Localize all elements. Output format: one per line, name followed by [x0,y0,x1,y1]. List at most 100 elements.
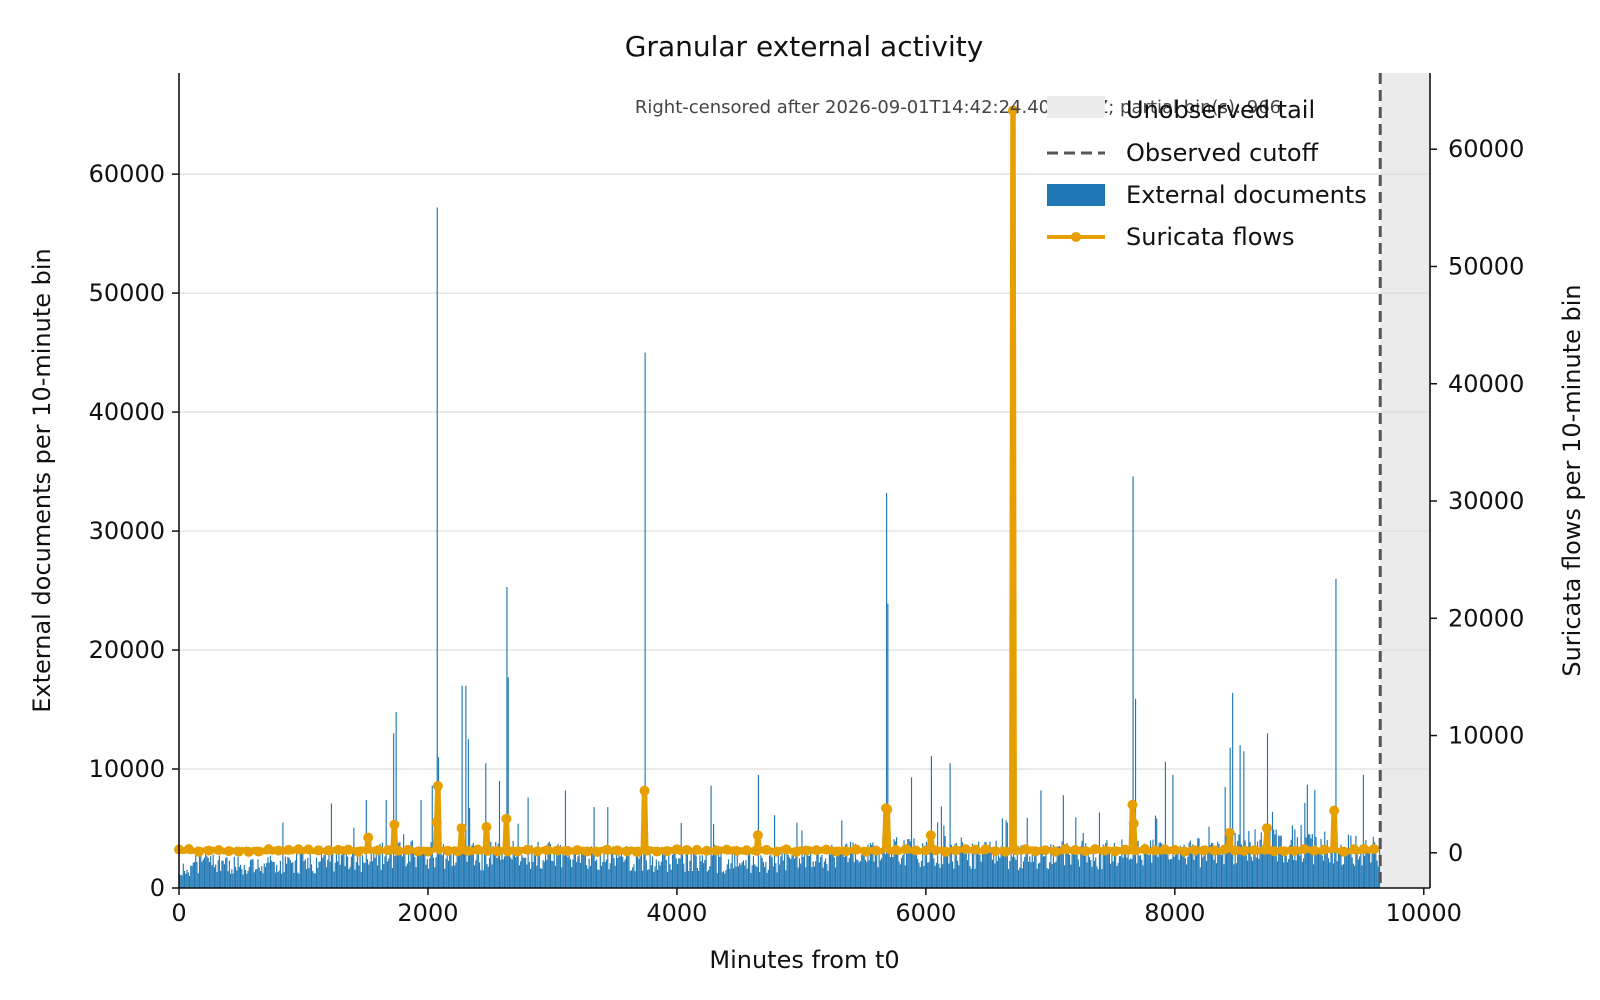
documents-bar [1004,852,1006,888]
documents-bar [899,864,901,888]
documents-bar [218,855,220,888]
documents-bar [1274,834,1276,888]
documents-bar [487,866,489,888]
documents-bar [230,873,232,888]
documents-bar [429,858,431,888]
documents-bar [1296,837,1298,888]
documents-bar [1157,857,1159,888]
documents-bar [291,862,293,888]
documents-bar [1070,864,1072,888]
flows-point [389,819,400,830]
documents-bar [949,763,951,888]
flows-point [313,845,324,856]
documents-bar [842,850,844,888]
documents-bar [299,853,301,888]
documents-bar [1163,852,1165,888]
documents-bar [1096,866,1098,888]
y-right-tick-label: 10000 [1448,722,1524,750]
flows-point [293,844,304,855]
documents-bar [1103,854,1106,888]
flows-point [930,845,941,856]
documents-bar [1290,839,1292,888]
flows-point [681,844,692,855]
legend-label-cutoff: Observed cutoff [1126,139,1319,167]
documents-bar [1366,849,1368,888]
documents-bar [1035,852,1037,888]
documents-bar [1319,847,1321,888]
documents-bar [419,853,421,888]
documents-bar [220,870,222,888]
y-right-tick-label: 20000 [1448,604,1524,632]
documents-bar [327,860,329,888]
documents-bar [266,862,268,888]
documents-bar [196,861,198,888]
documents-bar [1158,842,1160,888]
x-axis-title: Minutes from t0 [709,946,899,974]
flows-point [910,845,921,856]
documents-bar [852,842,854,888]
documents-bar [710,785,712,888]
documents-bar [1126,857,1128,888]
documents-bar [426,859,428,888]
documents-bar [584,853,586,888]
documents-bar [632,867,634,888]
documents-bar [310,864,313,888]
documents-bar [1193,859,1195,888]
documents-bar [581,852,583,888]
documents-bar [1123,845,1125,888]
documents-bar [467,739,469,888]
documents-bar [539,868,542,888]
documents-bar [482,870,484,888]
documents-bar [1248,830,1250,888]
documents-bar [303,861,305,888]
documents-bar [920,860,923,888]
documents-bar [1107,853,1109,888]
documents-bar [1314,789,1316,888]
documents-bar [709,866,711,888]
documents-bar [932,837,934,888]
documents-bar [853,862,855,888]
documents-bar [476,844,478,888]
flows-point [1120,844,1131,855]
flows-point [1110,846,1121,857]
flows-point [353,846,364,857]
documents-bar [1118,856,1120,888]
documents-bar [640,854,642,888]
documents-bar [206,856,208,888]
documents-bar [927,862,929,888]
documents-bar [305,869,308,888]
documents-bar [586,865,588,888]
documents-bar [654,866,656,888]
documents-bar [894,841,896,888]
documents-bar [1087,847,1089,888]
legend: Unobserved tail Observed cutoff External… [1047,96,1367,251]
documents-bar [289,860,291,888]
documents-bar [516,852,518,888]
documents-bar [1373,842,1376,888]
documents-bar [1215,863,1218,888]
documents-bar [1258,858,1260,888]
documents-bar [1351,857,1353,888]
documents-bar [1228,848,1230,888]
documents-bar [1238,834,1240,888]
documents-bar [777,851,779,888]
documents-bar [879,860,881,888]
flows-point [791,846,802,857]
documents-bar [1131,859,1133,888]
documents-bar [730,863,732,888]
documents-bar [991,859,993,888]
documents-bar [696,868,698,888]
documents-bar [1278,835,1280,888]
documents-bar [848,857,850,888]
documents-bar [225,858,227,888]
documents-bar [308,868,310,888]
flows-point [203,845,214,856]
documents-bar [1062,795,1064,888]
documents-bar [858,862,860,888]
documents-bar [971,843,974,888]
documents-bar [533,854,535,888]
documents-bar [689,860,691,888]
documents-bar [1345,847,1347,888]
documents-bar [732,868,735,888]
documents-bar [263,863,265,888]
